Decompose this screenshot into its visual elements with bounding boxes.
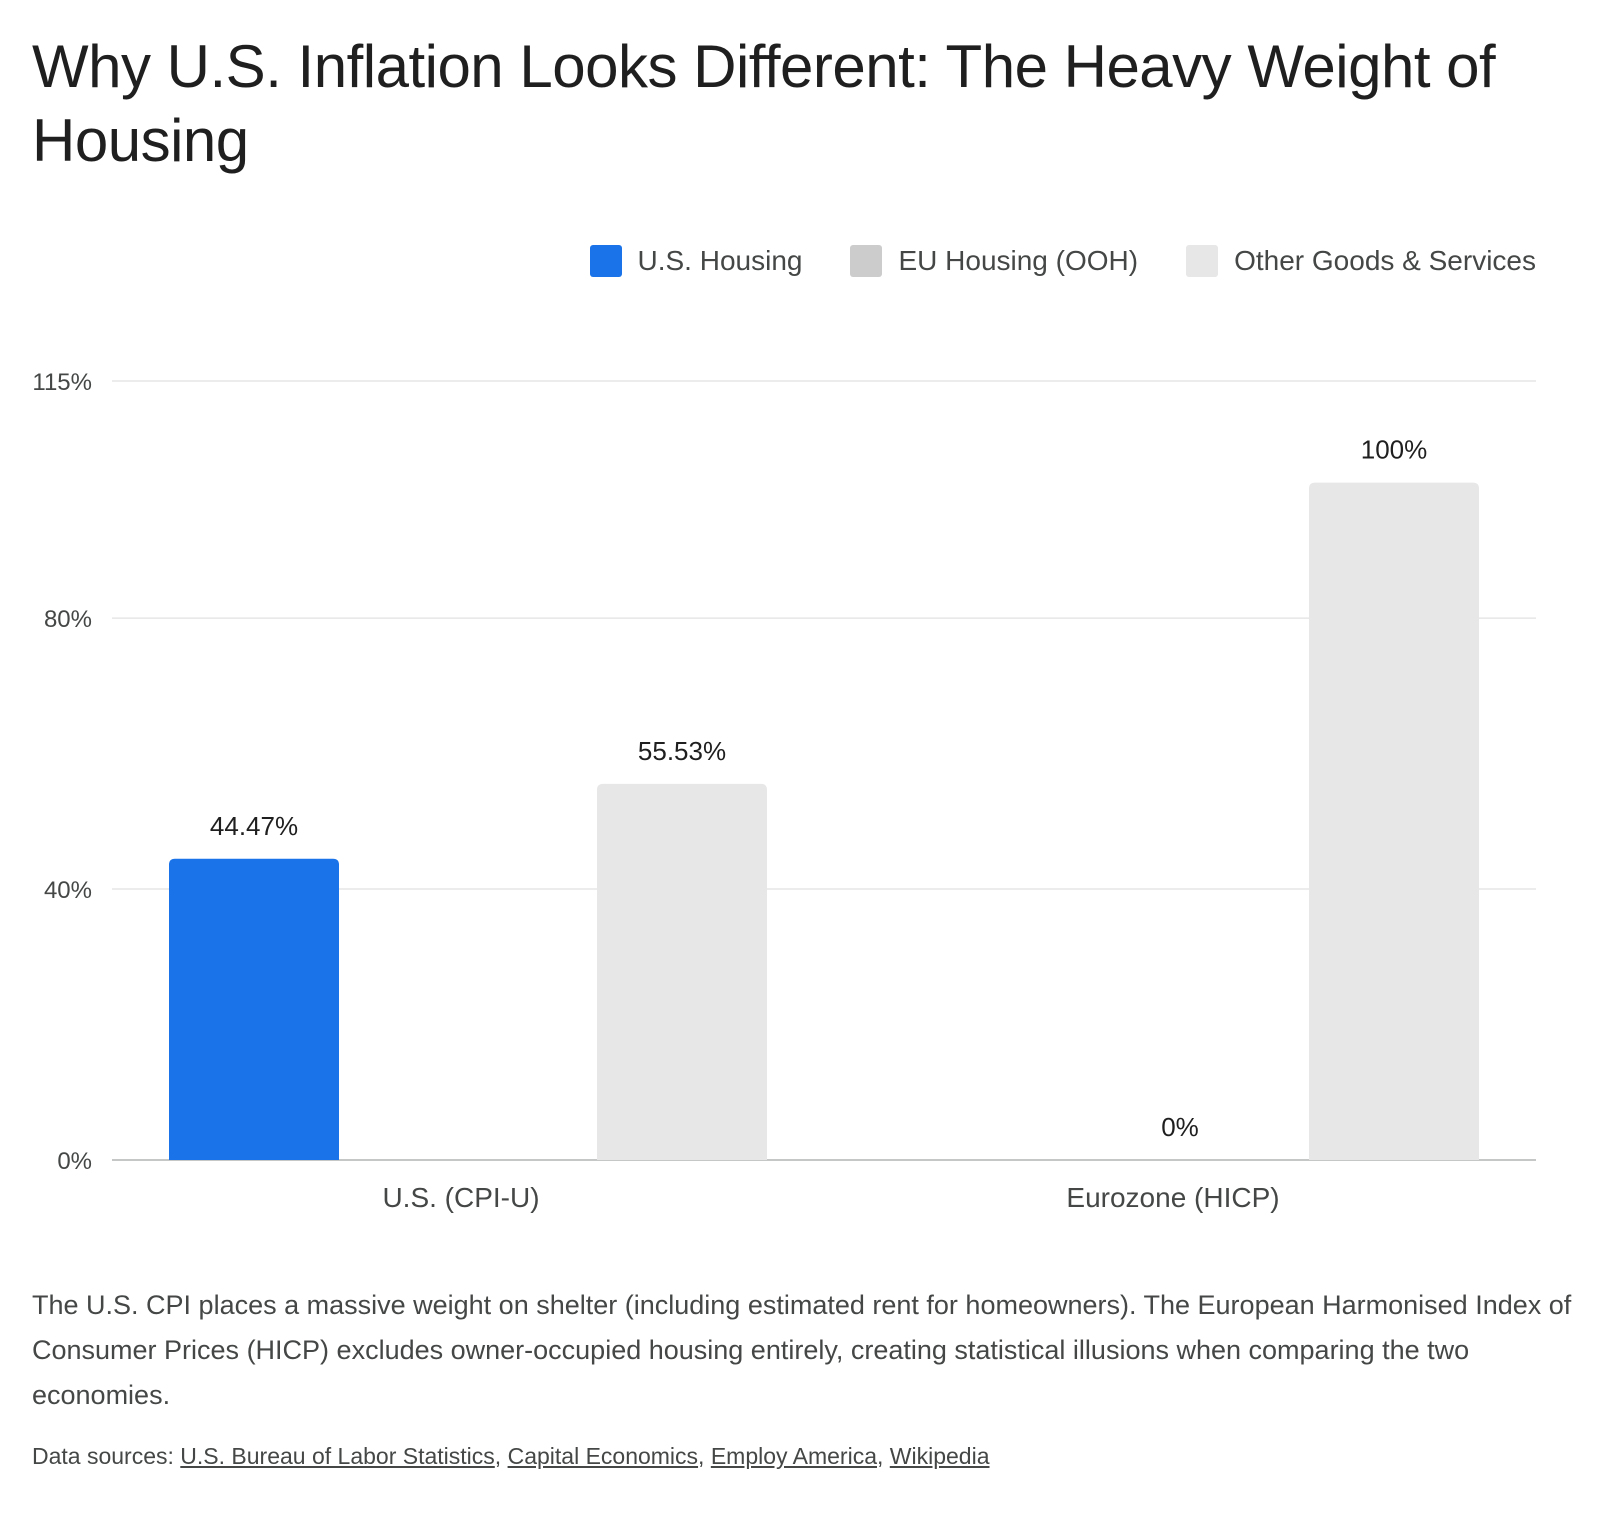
legend-swatch-other-goods xyxy=(1186,245,1219,277)
legend-label-us-housing: U.S. Housing xyxy=(637,245,803,276)
bar-chart: 0% 40% 80% 115% 44.47% 55.53% U.S. (CPI-U) 0% 10… xyxy=(32,369,1536,1213)
bar-other-goods-services xyxy=(597,783,767,1160)
legend-item-us-housing[interactable]: U.S. Housing xyxy=(589,245,803,277)
data-label: 0% xyxy=(1161,1112,1199,1142)
chart-description: The U.S. CPI places a massive weight on … xyxy=(32,1290,1572,1410)
legend-item-eu-housing[interactable]: EU Housing (OOH) xyxy=(850,245,1138,277)
chart-legend: U.S. Housing EU Housing (OOH) Other Good… xyxy=(589,243,1536,279)
x-category-label: Eurozone (HICP) xyxy=(1066,1182,1279,1213)
sources-prefix: Data sources: xyxy=(32,1443,174,1469)
y-tick-label: 115% xyxy=(32,369,92,396)
bar-other-goods-services xyxy=(1309,482,1479,1160)
legend-label-other-goods: Other Goods & Services xyxy=(1234,245,1536,276)
legend-swatch-us-housing xyxy=(589,245,622,277)
source-link-bls[interactable]: U.S. Bureau of Labor Statistics xyxy=(180,1443,495,1469)
source-link-capital-economics[interactable]: Capital Economics xyxy=(507,1443,699,1469)
data-label: 44.47% xyxy=(210,811,298,841)
data-label: 100% xyxy=(1361,435,1428,465)
source-link-wikipedia[interactable]: Wikipedia xyxy=(889,1443,990,1469)
legend-swatch-eu-housing xyxy=(850,245,883,277)
x-category-label: U.S. (CPI-U) xyxy=(382,1182,539,1213)
y-tick-label: 40% xyxy=(44,877,92,904)
bar-u-s-housing xyxy=(169,858,339,1160)
legend-item-other-goods[interactable]: Other Goods & Services xyxy=(1186,245,1536,277)
source-link-employ-america[interactable]: Employ America xyxy=(710,1443,877,1469)
legend-label-eu-housing: EU Housing (OOH) xyxy=(898,245,1139,276)
y-tick-label: 80% xyxy=(44,606,92,633)
data-label: 55.53% xyxy=(638,736,726,766)
chart-title: Why U.S. Inflation Looks Different: The … xyxy=(32,33,1496,174)
y-tick-label: 0% xyxy=(57,1148,92,1175)
data-sources: Data sources: U.S. Bureau of Labor Stati… xyxy=(32,1443,990,1469)
